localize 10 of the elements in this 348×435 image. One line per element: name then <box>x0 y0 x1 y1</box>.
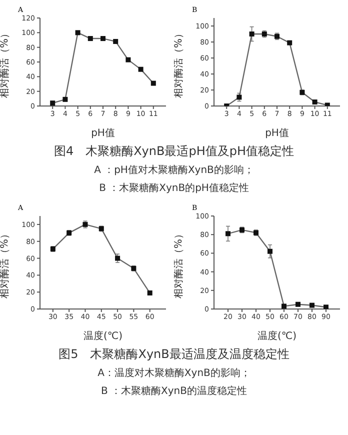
x-axis-title: pH值 <box>91 128 115 139</box>
text: A：温度对木聚糖酶XynB的影响； <box>96 366 252 381</box>
caption: 图4 木聚糖酶XynB最适pH值及pH值稳定性 <box>52 143 296 160</box>
x-axis-title: 温度(℃) <box>83 330 123 342</box>
x-axis-title: pH值 <box>265 128 289 139</box>
x-axis-title: 温度(℃) <box>257 330 297 342</box>
caption: 图5 木聚糖酶XynB最适温度及温度稳定性 <box>58 346 290 363</box>
text: A ：pH值对木聚糖酶XynB的影响； <box>93 164 255 178</box>
text: B ：木聚糖酶XynB的pH值稳定性 <box>98 182 250 196</box>
text: B ：木聚糖酶XynB的温度稳定性 <box>100 384 248 399</box>
